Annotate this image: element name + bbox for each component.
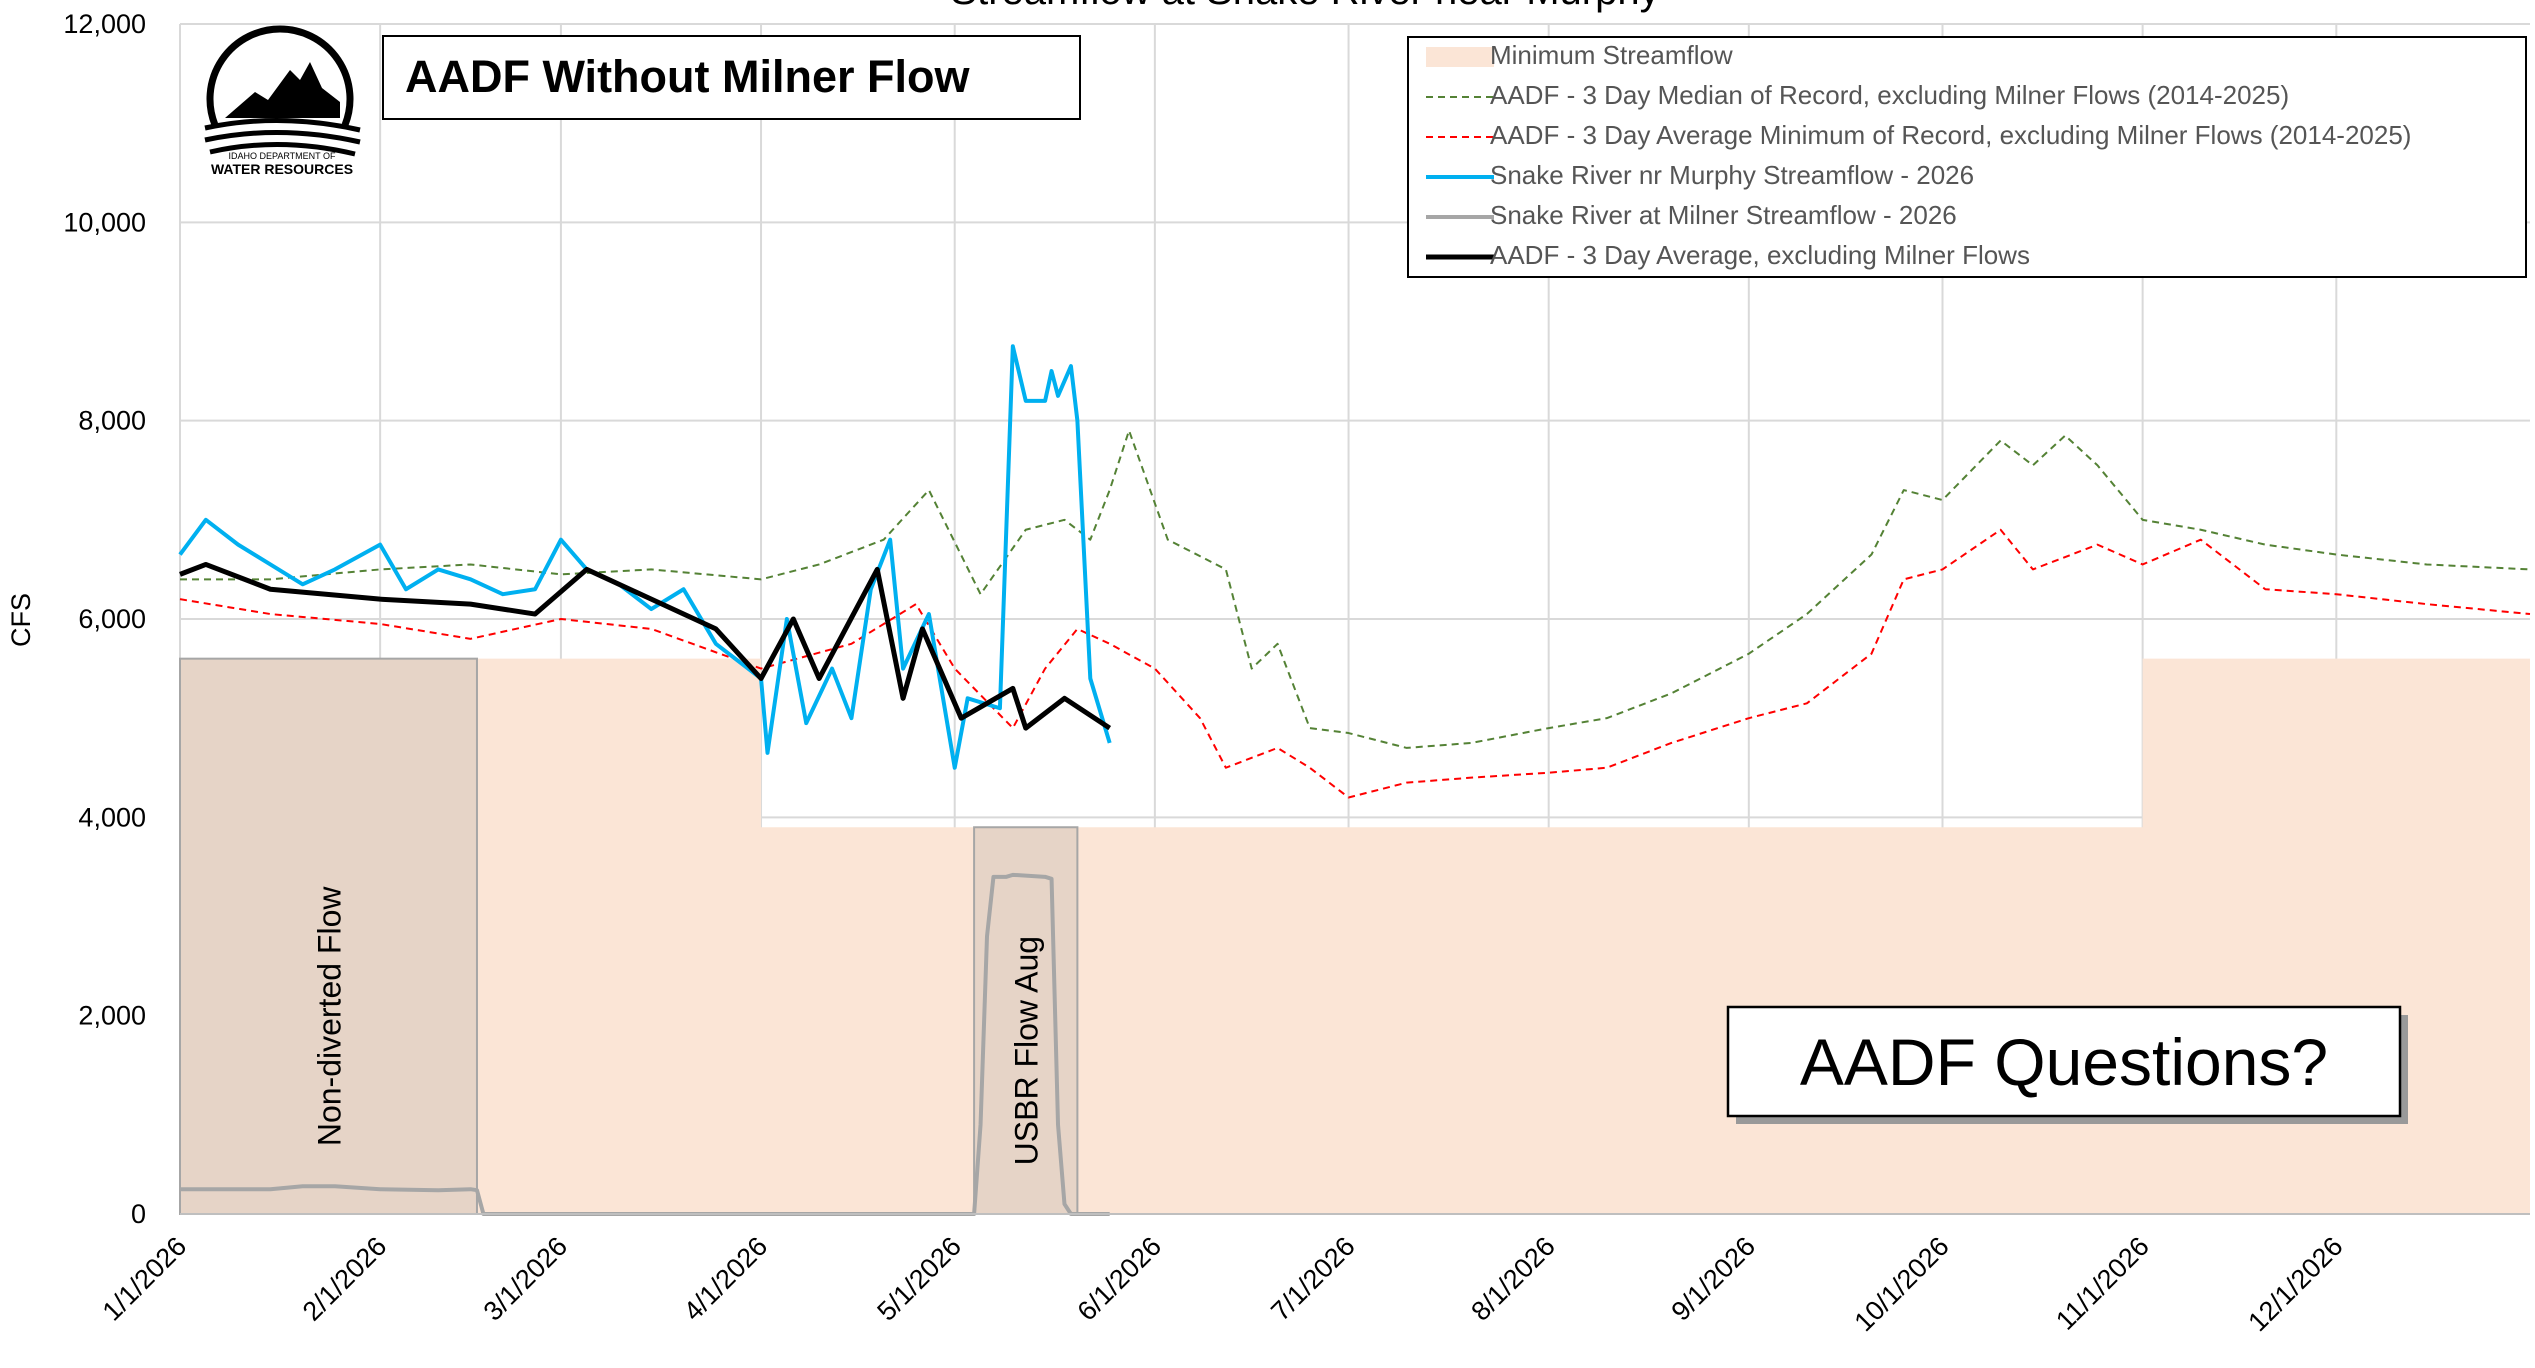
x-tick-label: 9/1/2026 xyxy=(1666,1231,1762,1327)
logo-text: IDAHO DEPARTMENT OF xyxy=(228,151,336,161)
region xyxy=(179,657,478,1215)
logo-mountain xyxy=(225,62,340,118)
region-label: USBR Flow Aug xyxy=(1009,936,1045,1165)
legend-label: AADF - 3 Day Average Minimum of Record, … xyxy=(1490,120,2411,150)
x-tick-label: 3/1/2026 xyxy=(478,1231,574,1327)
x-tick-label: 8/1/2026 xyxy=(1465,1231,1561,1327)
legend-label: Minimum Streamflow xyxy=(1490,40,1733,70)
title-box-text: AADF Without Milner Flow xyxy=(405,51,970,102)
x-tick-label: 7/1/2026 xyxy=(1265,1231,1361,1327)
legend-label: AADF - 3 Day Average, excluding Milner F… xyxy=(1490,240,2030,270)
logo-waves xyxy=(204,117,361,157)
x-tick-label: 2/1/2026 xyxy=(297,1231,393,1327)
line xyxy=(179,528,2531,799)
y-tick-label: 12,000 xyxy=(63,9,146,39)
chart-title: Streamflow at Snake River near Murphy xyxy=(950,0,1659,13)
question-box xyxy=(1726,1005,2402,1118)
region-label: Non-diverted Flow xyxy=(311,886,347,1147)
logo-text: WATER RESOURCES xyxy=(211,161,353,177)
y-tick-label: 10,000 xyxy=(63,207,146,237)
y-tick-label: 8,000 xyxy=(78,406,146,436)
question-box-text: AADF Questions? xyxy=(1800,1025,2328,1099)
x-tick-label: 5/1/2026 xyxy=(871,1231,967,1327)
line xyxy=(179,561,1112,731)
y-tick-label: 4,000 xyxy=(78,802,146,832)
x-tick-label: 1/1/2026 xyxy=(97,1231,193,1327)
x-tick-label: 12/1/2026 xyxy=(2242,1231,2348,1337)
y-tick-label: 2,000 xyxy=(78,1001,146,1031)
x-tick-label: 4/1/2026 xyxy=(678,1231,774,1327)
y-axis-label: CFS xyxy=(6,593,36,647)
x-tick-label: 10/1/2026 xyxy=(1849,1231,1955,1337)
legend-label: AADF - 3 Day Median of Record, excluding… xyxy=(1490,80,2289,110)
x-tick-label: 11/1/2026 xyxy=(2050,1231,2155,1336)
y-tick-label: 6,000 xyxy=(78,604,146,634)
line xyxy=(178,344,1112,770)
legend-swatch xyxy=(1426,47,1494,67)
title-box xyxy=(382,35,1081,120)
y-tick-label: 0 xyxy=(131,1199,146,1229)
legend-label: Snake River at Milner Streamflow - 2026 xyxy=(1490,200,1957,230)
line xyxy=(180,872,1110,1216)
legend-label: Snake River nr Murphy Streamflow - 2026 xyxy=(1490,160,1974,190)
area xyxy=(180,658,2530,1214)
line xyxy=(180,429,2531,749)
logo-arc xyxy=(206,25,354,127)
legend-box xyxy=(1407,36,2527,278)
x-tick-label: 6/1/2026 xyxy=(1072,1231,1168,1327)
